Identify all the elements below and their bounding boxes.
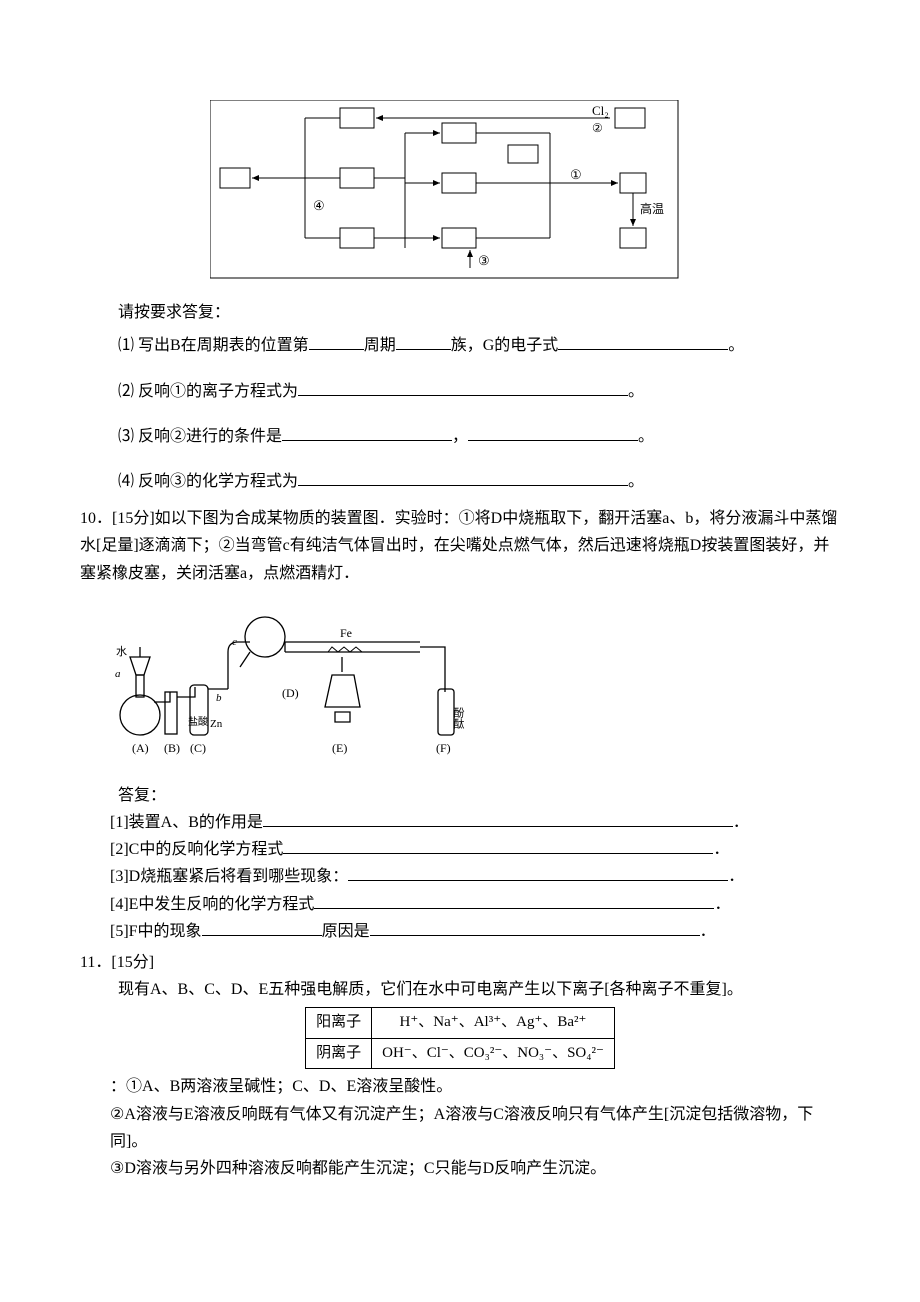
apparatus-diagram: 水 a (A) (B) 盐酸 Zn (C) b c (110, 597, 840, 776)
blank (396, 333, 451, 350)
a1-line: [1]装置A、B的作用是 ． (110, 809, 840, 836)
a5-end: ． (700, 923, 716, 940)
a1-end: ． (733, 814, 749, 831)
svg-text:Cl₂: Cl₂ (592, 103, 609, 118)
svg-text:(C): (C) (190, 741, 206, 755)
q3-end: 。 (638, 428, 654, 445)
q4-text: ⑷ 反响③的化学方程式为 (118, 473, 298, 490)
q1-end: 。 (728, 337, 744, 354)
q3-line: ⑶ 反响②进行的条件是 ， 。 (118, 423, 840, 450)
svg-text:酚酞: 酚酞 (452, 705, 465, 729)
svg-text:(F): (F) (436, 741, 451, 755)
blank (202, 919, 322, 936)
svg-text:H: H (625, 112, 635, 127)
q4-end: 。 (628, 473, 644, 490)
cond1-line: ：①A、B两溶液呈碱性；C、D、E溶液呈酸性。 (110, 1073, 840, 1100)
q3-sep: ， (452, 428, 468, 445)
blank (298, 469, 628, 486)
q10-head: [15分]如以下图为合成某物质的装置图．实验时：①将D中烧瓶取下，翻开活塞a、b… (80, 510, 837, 581)
q11-body: 现有A、B、C、D、E五种强电解质，它们在水中可电离产生以下离子[各种离子不重复… (118, 976, 840, 1003)
svg-text:I: I (631, 177, 636, 192)
a5-line: [5]F中的现象 原因是 ． (110, 918, 840, 945)
q11-num: 11． (80, 949, 111, 976)
svg-text:高温: 高温 (640, 201, 664, 216)
q10-block: 10．[15分]如以下图为合成某物质的装置图．实验时：①将D中烧瓶取下，翻开活塞… (80, 505, 840, 587)
svg-text:D: D (454, 127, 464, 142)
anion-header: 阴离子 (306, 1038, 372, 1069)
q2-line: ⑵ 反响①的离子方程式为 。 (118, 378, 840, 405)
cation-header: 阳离子 (306, 1008, 372, 1039)
blank (282, 424, 452, 441)
a1-text: [1]装置A、B的作用是 (110, 814, 263, 831)
svg-text:Zn: Zn (210, 718, 223, 730)
anion-values: OH⁻、Cl⁻、CO₃²⁻、NO₃⁻、SO₄²⁻ (372, 1038, 615, 1069)
q2-end: 。 (628, 383, 644, 400)
a5-mid: 原因是 (322, 923, 370, 940)
svg-text:c: c (232, 636, 237, 648)
a4-end: ． (714, 896, 730, 913)
a2-line: [2]C中的反响化学方程式 ． (110, 836, 840, 863)
blank (263, 810, 733, 827)
q4-line: ⑷ 反响③的化学方程式为 。 (118, 468, 840, 495)
a5-pre: [5]F中的现象 (110, 923, 202, 940)
q1-mid1: 周期 (364, 337, 396, 354)
apparatus-svg: 水 a (A) (B) 盐酸 Zn (C) b c (110, 597, 510, 767)
blank (558, 333, 728, 350)
q1-mid2: 族，G的电子式 (451, 337, 559, 354)
blank (298, 379, 628, 396)
q3-text: ⑶ 反响②进行的条件是 (118, 428, 282, 445)
svg-text:Fe: Fe (340, 626, 352, 640)
cond3-line: ③D溶液与另外四种溶液反响都能产生沉淀；C只能与D反响产生沉淀。 (110, 1155, 840, 1182)
svg-text:F: F (455, 232, 463, 247)
svg-text:盐酸: 盐酸 (188, 715, 208, 728)
cation-values: H⁺、Na⁺、Al³⁺、Ag⁺、Ba²⁺ (372, 1008, 615, 1039)
svg-text:a: a (115, 668, 121, 680)
svg-text:(D): (D) (282, 686, 299, 700)
cond1: ①A、B两溶液呈碱性；C、D、E溶液呈酸性。 (126, 1078, 452, 1095)
svg-text:①: ① (570, 167, 582, 182)
svg-text:A: A (352, 112, 363, 127)
svg-text:(E): (E) (332, 741, 347, 755)
svg-text:②: ② (592, 121, 603, 135)
svg-text:B: B (352, 172, 361, 187)
a4-text: [4]E中发生反响的化学方程式 (110, 896, 314, 913)
intro-text: 请按要求答复： (118, 299, 840, 326)
blank (314, 892, 714, 909)
a3-text: [3]D烧瓶塞紧后将看到哪些现象： (110, 868, 348, 885)
svg-text:C: C (352, 232, 361, 247)
blank (348, 864, 728, 881)
answer-label: 答复： (118, 782, 840, 809)
a2-end: ． (713, 841, 729, 858)
q1-line: ⑴ 写出B在周期表的位置第 周期 族，G的电子式 。 (118, 332, 840, 359)
a3-line: [3]D烧瓶塞紧后将看到哪些现象： ． (110, 863, 840, 890)
svg-text:③: ③ (478, 253, 490, 268)
q2-text: ⑵ 反响①的离子方程式为 (118, 383, 298, 400)
svg-text:(A): (A) (132, 741, 149, 755)
svg-text:K: K (230, 172, 240, 187)
blank (468, 424, 638, 441)
svg-text:G: G (518, 148, 528, 163)
q10-num: 10． (80, 505, 112, 532)
a2-text: [2]C中的反响化学方程式 (110, 841, 283, 858)
cond2-line: ②A溶液与E溶液反响既有气体又有沉淀产生；A溶液与C溶液反响只有气体产生[沉淀包… (110, 1101, 840, 1155)
blank (309, 333, 364, 350)
q1-pre: ⑴ 写出B在周期表的位置第 (118, 337, 309, 354)
flowchart-diagram: A B C D E F G K H I J ④ (210, 100, 840, 289)
q11-head: 11．[15分] (80, 949, 840, 976)
svg-text:J: J (630, 232, 636, 247)
flowchart-svg: A B C D E F G K H I J ④ (210, 100, 680, 280)
cond-lead: ： (110, 1078, 126, 1095)
svg-text:④: ④ (313, 198, 325, 213)
svg-text:水: 水 (116, 645, 127, 658)
svg-text:E: E (455, 177, 464, 192)
svg-text:b: b (216, 692, 222, 704)
blank (370, 919, 700, 936)
blank (283, 837, 713, 854)
q11-head-text: [15分] (111, 954, 154, 971)
a4-line: [4]E中发生反响的化学方程式 ． (110, 891, 840, 918)
svg-text:(B): (B) (164, 741, 180, 755)
ion-table: 阳离子 H⁺、Na⁺、Al³⁺、Ag⁺、Ba²⁺ 阴离子 OH⁻、Cl⁻、CO₃… (305, 1007, 615, 1069)
a3-end: ． (728, 868, 744, 885)
